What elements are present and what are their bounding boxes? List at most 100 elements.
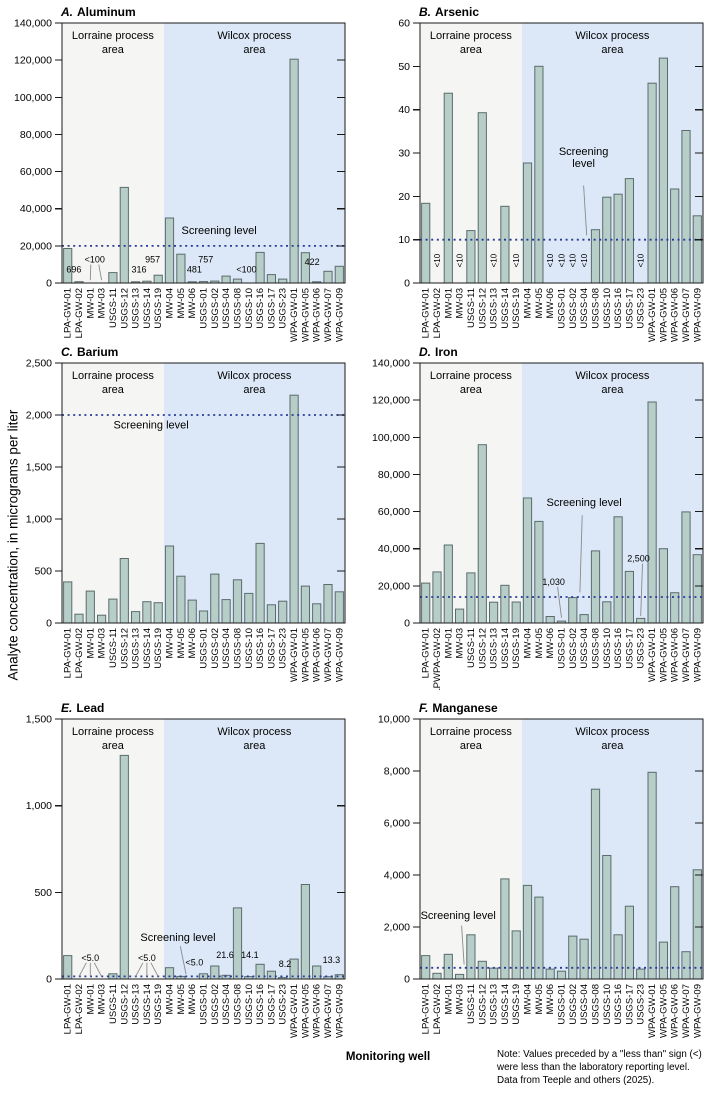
wilcox-area-label: Wilcox process <box>217 726 291 738</box>
bar-USGS-17 <box>624 570 634 624</box>
x-tick-label: LPA-GW-02 <box>74 288 85 338</box>
value-annotation: 13.3 <box>323 955 341 965</box>
value-annotation: 8.2 <box>279 959 292 969</box>
x-tick-label: USGS-19 <box>153 984 164 1025</box>
bar-USGS-10 <box>244 592 254 624</box>
x-tick-label: MW-04 <box>165 984 176 1014</box>
x-tick-label: MW-01 <box>443 628 454 658</box>
x-tick-label: WPA-GW-09 <box>334 984 345 1038</box>
x-tick-label: MW-03 <box>455 984 466 1014</box>
value-annotation: 316 <box>131 265 146 275</box>
wilcox-area-label: area <box>601 384 624 396</box>
x-tick-label: USGS-14 <box>500 288 511 329</box>
y-tick-label: 8,000 <box>384 766 410 778</box>
bar-MW-04 <box>164 545 175 624</box>
bar-USGS-11 <box>108 272 118 284</box>
x-tick-label: LPA-GW-01 <box>63 288 74 338</box>
bar-USGS-19 <box>153 274 163 284</box>
screening-label-leader <box>579 515 583 593</box>
bar-USGS-17 <box>266 604 276 624</box>
x-tick-label: WPA-GW-01 <box>289 288 300 342</box>
x-tick-label: USGS-17 <box>624 628 635 669</box>
panel-manganese: Lorraine process area Wilcox process area 0 2… <box>358 701 709 1046</box>
bar-USGS-14 <box>500 584 510 624</box>
x-tick-label: USGS-11 <box>108 984 119 1024</box>
y-tick-label: 0 <box>46 278 52 290</box>
y-tick-label: 1,500 <box>26 462 52 474</box>
wilcox-band <box>163 23 345 283</box>
y-tick-label: 0 <box>404 278 410 290</box>
bar-WPA-GW-07 <box>323 270 333 284</box>
bar-WPA-GW-06 <box>670 188 680 284</box>
plot-frame <box>419 718 704 980</box>
annotation-leader <box>89 264 92 281</box>
x-tick-label: USGS-08 <box>591 984 602 1025</box>
x-tick-label: LPA-GW-02 <box>432 984 443 1034</box>
x-tick-label: USGS-08 <box>591 288 602 329</box>
bar-MW-06 <box>545 616 555 624</box>
x-tick-label: USGS-14 <box>142 288 153 329</box>
bar-USGS-02 <box>568 597 578 624</box>
y-tick-label: 0 <box>46 974 52 986</box>
panel-title: A. Aluminum <box>60 5 136 19</box>
bar-MW-05 <box>534 65 544 284</box>
panel-svg-Lead: Lorraine process area Wilcox process area 0 5… <box>26 701 346 1038</box>
y-tick-label: 60 <box>398 18 410 30</box>
x-tick-label: USGS-19 <box>153 628 164 669</box>
x-tick-label: USGS-16 <box>613 628 624 669</box>
x-tick-label: LPA-GW-01 <box>63 628 74 678</box>
x-tick-label: USGS-13 <box>489 984 500 1025</box>
x-tick-label: WPA-GW-01 <box>647 288 658 342</box>
bar-WPA-GW-06 <box>670 886 680 980</box>
x-tick-label: MW-04 <box>165 288 176 318</box>
value-annotation: <100 <box>236 265 256 275</box>
wilcox-area-label: area <box>601 44 624 56</box>
panel-arsenic: Lorraine process area Wilcox process area 0 1… <box>358 5 709 350</box>
bar-MW-01 <box>85 590 95 624</box>
x-tick-label: USGS-11 <box>466 628 477 668</box>
bar-USGS-08 <box>232 907 243 980</box>
bar-WPA-GW-05 <box>658 548 668 624</box>
bar-WPA-GW-01 <box>289 58 299 284</box>
x-tick-label: WPA-GW-05 <box>300 288 311 342</box>
value-annotation: <100 <box>85 255 105 265</box>
y-tick-label: 10,000 <box>378 714 410 726</box>
y-tick-label: 0 <box>404 974 410 986</box>
wilcox-area-label: area <box>601 740 624 752</box>
note-line: Data from Teeple and others (2025). <box>497 1075 655 1087</box>
value-annotation: 422 <box>305 257 320 267</box>
wilcox-area-label: area <box>243 384 266 396</box>
bar-USGS-16 <box>613 516 623 624</box>
bar-USGS-12 <box>477 112 487 284</box>
panel-svg-Barium: Lorraine process area Wilcox process area 0 5… <box>26 345 346 682</box>
bar-MW-01 <box>443 92 453 284</box>
x-tick-label: USGS-16 <box>613 984 624 1025</box>
bar-WPA-GW-07 <box>681 951 691 980</box>
x-tick-label: USGS-02 <box>210 628 221 669</box>
x-tick-label: USGS-04 <box>579 628 590 669</box>
bar-USGS-14 <box>142 601 152 624</box>
x-tick-label: USGS-11 <box>108 288 119 328</box>
bar-USGS-04 <box>221 599 231 624</box>
bar-MW-01 <box>443 953 453 980</box>
y-tick-label: 0 <box>404 618 410 630</box>
y-tick-label: 120,000 <box>14 55 52 67</box>
lorraine-band <box>62 719 164 979</box>
screening-label-leader <box>461 925 465 965</box>
less-than-label: <10 <box>569 253 578 267</box>
x-tick-label: MW-04 <box>165 628 176 658</box>
x-tick-label: WPA-GW-06 <box>670 288 681 342</box>
bar-MW-06 <box>187 599 197 624</box>
bar-USGS-11 <box>466 572 476 624</box>
x-tick-label: WPA-GW-01 <box>647 984 658 1038</box>
wilcox-area-label: Wilcox process <box>575 370 649 382</box>
x-tick-label: USGS-01 <box>557 984 568 1025</box>
bar-USGS-08 <box>590 550 601 624</box>
bar-WPA-GW-07 <box>681 511 691 624</box>
lorraine-band <box>62 23 164 283</box>
value-annotation: 957 <box>145 255 160 265</box>
bar-LPA-GW-01 <box>421 202 431 284</box>
x-tick-label: MW-01 <box>85 628 96 658</box>
less-than-label: <10 <box>637 253 646 267</box>
bar-MW-05 <box>534 896 544 980</box>
